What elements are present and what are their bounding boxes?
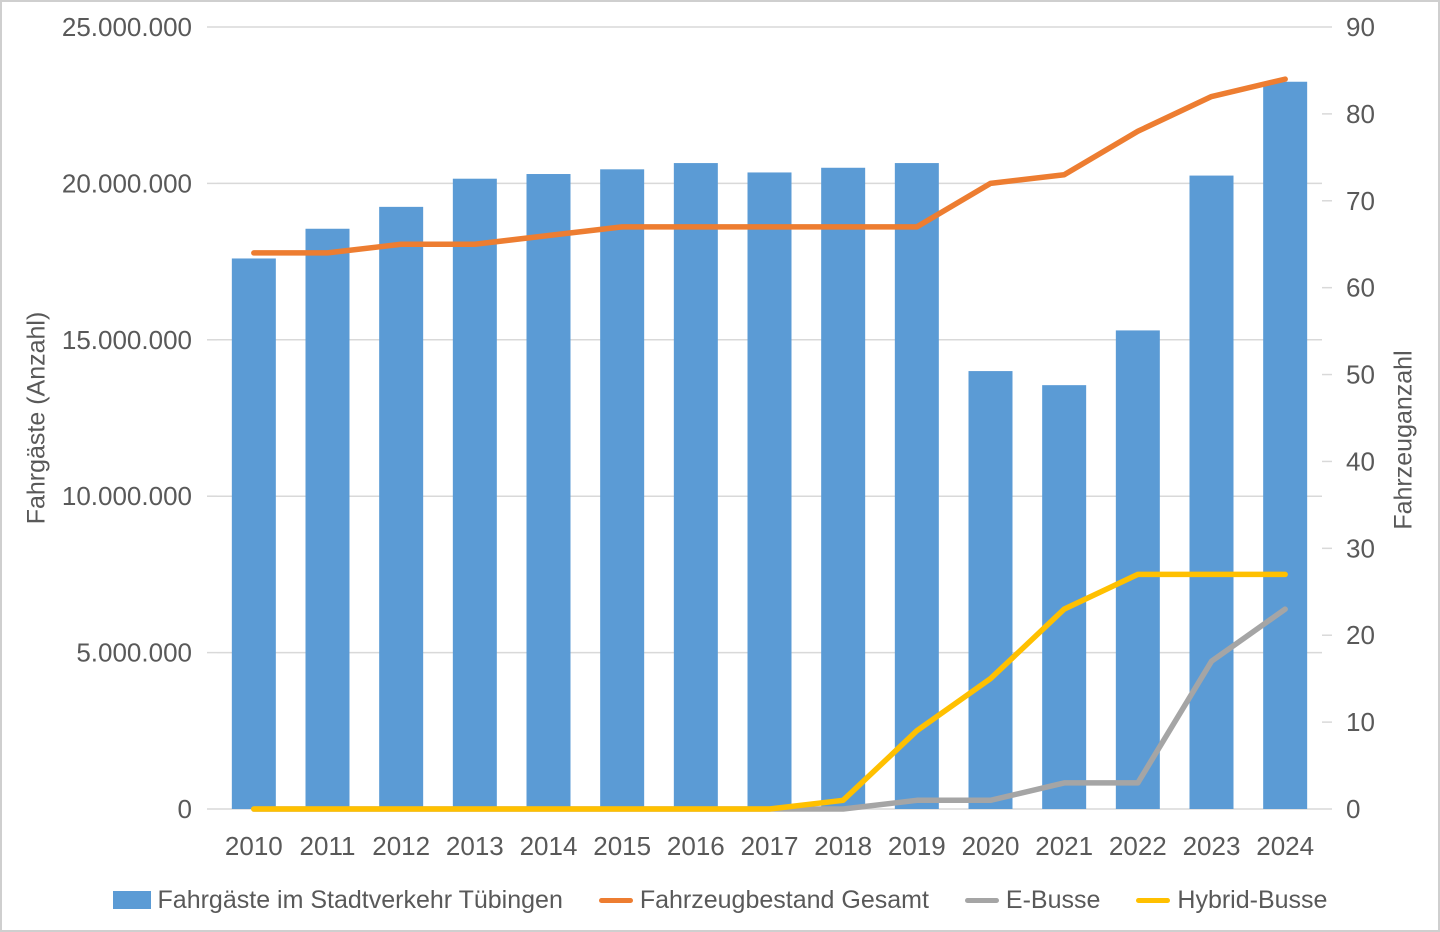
left-axis-tick-label: 10.000.000 xyxy=(62,481,192,511)
x-axis-tick-label: 2015 xyxy=(593,831,651,861)
right-axis-tick-label: 60 xyxy=(1346,273,1375,303)
legend-label: Fahrzeugbestand Gesamt xyxy=(639,885,929,914)
x-axis-tick-label: 2012 xyxy=(372,831,430,861)
x-axis-tick-label: 2019 xyxy=(888,831,946,861)
legend-label: E-Busse xyxy=(1005,885,1101,914)
bar-2013 xyxy=(452,178,497,809)
left-axis-tick-label: 0 xyxy=(178,794,192,824)
legend-label: Fahrgäste im Stadtverkehr Tübingen xyxy=(157,885,563,914)
bar-2010 xyxy=(231,258,276,809)
bar-2017 xyxy=(747,172,792,809)
x-axis-tick-label: 2010 xyxy=(225,831,283,861)
bar-2024 xyxy=(1263,81,1308,810)
x-axis-tick-label: 2011 xyxy=(300,831,356,861)
x-axis-tick-label: 2022 xyxy=(1109,831,1167,861)
x-axis-tick-label: 2013 xyxy=(446,831,504,861)
bar-2019 xyxy=(894,163,939,809)
legend-swatch xyxy=(112,891,151,909)
right-axis-tick-label: 90 xyxy=(1346,12,1375,42)
right-axis-tick-label: 0 xyxy=(1346,794,1360,824)
bar-2022 xyxy=(1115,330,1160,809)
bar-2015 xyxy=(600,169,645,810)
x-axis-tick-label: 2020 xyxy=(962,831,1020,861)
bar-2023 xyxy=(1189,175,1234,809)
bar-2014 xyxy=(526,174,571,810)
x-axis-tick-label: 2021 xyxy=(1035,831,1093,861)
legend-item-hybrid-busse: Hybrid-Busse xyxy=(1136,886,1327,915)
legend-item-e-busse: E-Busse xyxy=(964,885,1101,915)
bar-2018 xyxy=(821,167,866,809)
left-axis-tick-label: 20.000.000 xyxy=(62,168,192,198)
x-axis-tick-label: 2023 xyxy=(1183,831,1241,861)
legend-label: Hybrid-Busse xyxy=(1177,885,1328,914)
bar-2020 xyxy=(968,371,1013,809)
x-axis-tick-label: 2014 xyxy=(520,831,578,861)
legend-swatch xyxy=(598,897,633,903)
bar-2021 xyxy=(1042,385,1087,809)
right-axis-tick-label: 70 xyxy=(1346,186,1375,216)
right-axis-tick-label: 10 xyxy=(1346,707,1375,737)
right-axis-tick-label: 40 xyxy=(1346,446,1375,476)
x-axis-tick-label: 2016 xyxy=(667,831,725,861)
x-axis-tick-label: 2017 xyxy=(741,831,799,861)
x-axis-tick-label: 2018 xyxy=(814,831,872,861)
right-axis-tick-label: 30 xyxy=(1346,533,1375,563)
left-axis-tick-label: 5.000.000 xyxy=(76,638,192,668)
chart-legend: Fahrgäste im Stadtverkehr Tübingen Fahrze… xyxy=(0,878,1440,922)
x-axis-tick-label: 2024 xyxy=(1256,831,1314,861)
right-axis-tick-label: 20 xyxy=(1346,620,1375,650)
legend-swatch xyxy=(964,897,999,903)
legend-item-fahrzeugbestand-gesamt: Fahrzeugbestand Gesamt xyxy=(598,885,929,915)
left-axis-title: Fahrgäste (Anzahl) xyxy=(22,311,51,525)
series-line-hybrid-busse xyxy=(251,571,1288,812)
right-axis-tick-label: 50 xyxy=(1346,360,1375,390)
legend-item-fahrg-ste-im-stadtverkehr-t-bingen: Fahrgäste im Stadtverkehr Tübingen xyxy=(112,885,563,915)
left-axis-tick-label: 15.000.000 xyxy=(62,325,192,355)
bar-2012 xyxy=(379,206,424,810)
right-axis-tick-label: 80 xyxy=(1346,99,1375,129)
series-line-fahrzeugbestand-gesamt xyxy=(251,76,1288,256)
left-axis-tick-label: 25.000.000 xyxy=(62,12,192,42)
right-axis-title: Fahrzeuganzahl xyxy=(1389,350,1418,530)
bar-2016 xyxy=(673,163,718,809)
bar-2011 xyxy=(305,228,350,810)
legend-swatch xyxy=(1136,897,1171,903)
